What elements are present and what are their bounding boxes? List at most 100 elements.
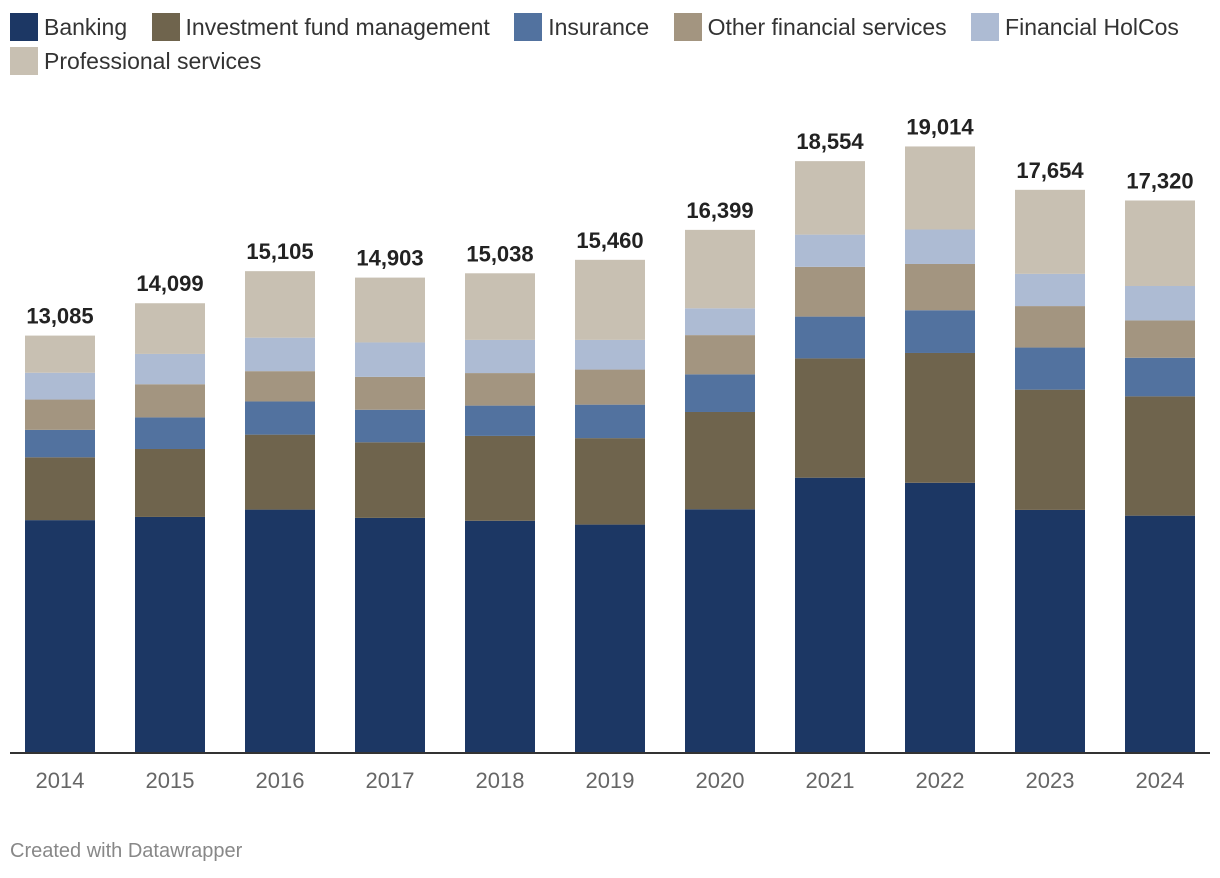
bar-financial-holcos-2018 bbox=[465, 339, 535, 374]
bar-financial-holcos-2021 bbox=[795, 234, 865, 267]
x-tick-label-2020: 2020 bbox=[696, 768, 745, 793]
x-tick-label-2022: 2022 bbox=[916, 768, 965, 793]
bar-investment-fund-management-2019 bbox=[575, 438, 645, 525]
bar-investment-fund-management-2023 bbox=[1015, 389, 1085, 510]
bar-insurance-2023 bbox=[1015, 347, 1085, 390]
bar-investment-fund-management-2024 bbox=[1125, 396, 1195, 516]
bar-professional-services-2014 bbox=[25, 335, 95, 373]
bar-banking-2023 bbox=[1015, 509, 1085, 753]
bar-professional-services-2020 bbox=[685, 229, 755, 309]
bar-banking-2016 bbox=[245, 509, 315, 753]
legend-label-financial-holcos: Financial HolCos bbox=[1005, 14, 1179, 40]
bar-professional-services-2017 bbox=[355, 277, 425, 343]
bar-other-financial-services-2018 bbox=[465, 373, 535, 406]
x-tick-label-2015: 2015 bbox=[146, 768, 195, 793]
bar-banking-2017 bbox=[355, 517, 425, 753]
legend-item-insurance: Insurance bbox=[514, 10, 649, 44]
bar-investment-fund-management-2014 bbox=[25, 457, 95, 521]
bar-other-financial-services-2022 bbox=[905, 263, 975, 311]
bar-insurance-2021 bbox=[795, 316, 865, 359]
bar-insurance-2017 bbox=[355, 409, 425, 443]
bar-insurance-2018 bbox=[465, 405, 535, 436]
legend-item-other-financial-services: Other financial services bbox=[673, 10, 947, 44]
legend-label-professional-services: Professional services bbox=[44, 48, 262, 74]
legend-swatch-professional-services bbox=[10, 47, 38, 75]
bar-banking-2019 bbox=[575, 524, 645, 753]
bar-insurance-2024 bbox=[1125, 357, 1195, 397]
total-label-2014: 13,085 bbox=[26, 304, 93, 329]
bar-insurance-2022 bbox=[905, 310, 975, 353]
total-label-2023: 17,654 bbox=[1016, 158, 1084, 183]
bar-financial-holcos-2019 bbox=[575, 339, 645, 370]
total-label-2016: 15,105 bbox=[246, 239, 313, 264]
bar-investment-fund-management-2020 bbox=[685, 411, 755, 510]
bar-financial-holcos-2023 bbox=[1015, 273, 1085, 307]
bar-insurance-2020 bbox=[685, 374, 755, 412]
bar-other-financial-services-2021 bbox=[795, 266, 865, 317]
bar-banking-2018 bbox=[465, 520, 535, 753]
total-label-2024: 17,320 bbox=[1126, 168, 1193, 193]
bar-banking-2022 bbox=[905, 482, 975, 753]
bar-professional-services-2018 bbox=[465, 273, 535, 340]
bar-other-financial-services-2019 bbox=[575, 369, 645, 405]
legend-swatch-other-financial-services bbox=[673, 13, 702, 41]
bar-investment-fund-management-2018 bbox=[465, 435, 535, 521]
x-tick-label-2014: 2014 bbox=[36, 768, 85, 793]
bar-professional-services-2024 bbox=[1125, 200, 1195, 286]
bar-insurance-2014 bbox=[25, 429, 95, 458]
x-tick-label-2017: 2017 bbox=[366, 768, 415, 793]
bar-other-financial-services-2016 bbox=[245, 371, 315, 402]
total-label-2022: 19,014 bbox=[906, 114, 974, 139]
bar-banking-2021 bbox=[795, 477, 865, 753]
bar-investment-fund-management-2022 bbox=[905, 352, 975, 483]
total-label-2019: 15,460 bbox=[576, 228, 643, 253]
x-tick-label-2023: 2023 bbox=[1026, 768, 1075, 793]
x-tick-label-2016: 2016 bbox=[256, 768, 305, 793]
chart-legend: Banking Investment fund management Insur… bbox=[10, 10, 1210, 78]
x-tick-label-2024: 2024 bbox=[1136, 768, 1185, 793]
bar-banking-2020 bbox=[685, 509, 755, 753]
bar-financial-holcos-2017 bbox=[355, 342, 425, 377]
bar-investment-fund-management-2016 bbox=[245, 434, 315, 510]
bar-financial-holcos-2015 bbox=[135, 353, 205, 385]
legend-item-professional-services: Professional services bbox=[10, 44, 261, 78]
bar-other-financial-services-2014 bbox=[25, 399, 95, 430]
bar-financial-holcos-2024 bbox=[1125, 285, 1195, 321]
bar-professional-services-2015 bbox=[135, 303, 205, 354]
total-label-2021: 18,554 bbox=[796, 129, 864, 154]
bar-professional-services-2019 bbox=[575, 259, 645, 340]
legend-item-banking: Banking bbox=[10, 10, 127, 44]
bar-professional-services-2021 bbox=[795, 161, 865, 235]
bar-investment-fund-management-2017 bbox=[355, 442, 425, 518]
bar-professional-services-2022 bbox=[905, 146, 975, 230]
bar-insurance-2016 bbox=[245, 401, 315, 435]
bar-other-financial-services-2015 bbox=[135, 384, 205, 418]
bar-insurance-2019 bbox=[575, 404, 645, 439]
bar-professional-services-2023 bbox=[1015, 189, 1085, 274]
bar-financial-holcos-2022 bbox=[905, 229, 975, 264]
legend-label-insurance: Insurance bbox=[548, 14, 650, 40]
bar-banking-2024 bbox=[1125, 515, 1195, 753]
bar-investment-fund-management-2015 bbox=[135, 448, 205, 517]
bar-insurance-2015 bbox=[135, 417, 205, 449]
footer-credit: Created with Datawrapper bbox=[10, 840, 243, 862]
legend-label-banking: Banking bbox=[44, 14, 128, 40]
bar-other-financial-services-2020 bbox=[685, 335, 755, 375]
stacked-bar-chart: 13,085 2014 14,099 2015 15,105 2016 14,903 2017… bbox=[10, 114, 1210, 793]
x-tick-label-2018: 2018 bbox=[476, 768, 525, 793]
total-label-2018: 15,038 bbox=[466, 241, 533, 266]
legend-swatch-banking bbox=[10, 13, 38, 41]
legend-label-other-financial-services: Other financial services bbox=[707, 14, 947, 40]
total-label-2020: 16,399 bbox=[686, 198, 753, 223]
legend-swatch-investment-fund-management bbox=[151, 13, 180, 41]
bar-investment-fund-management-2021 bbox=[795, 358, 865, 478]
bar-financial-holcos-2020 bbox=[685, 308, 755, 336]
x-tick-label-2019: 2019 bbox=[586, 768, 635, 793]
legend-swatch-insurance bbox=[514, 13, 543, 41]
bar-other-financial-services-2023 bbox=[1015, 306, 1085, 348]
bar-professional-services-2016 bbox=[245, 271, 315, 338]
legend-swatch-financial-holcos bbox=[971, 13, 1000, 41]
bar-financial-holcos-2016 bbox=[245, 337, 315, 372]
legend-label-investment-fund-management: Investment fund management bbox=[185, 14, 490, 40]
total-label-2015: 14,099 bbox=[136, 271, 203, 296]
